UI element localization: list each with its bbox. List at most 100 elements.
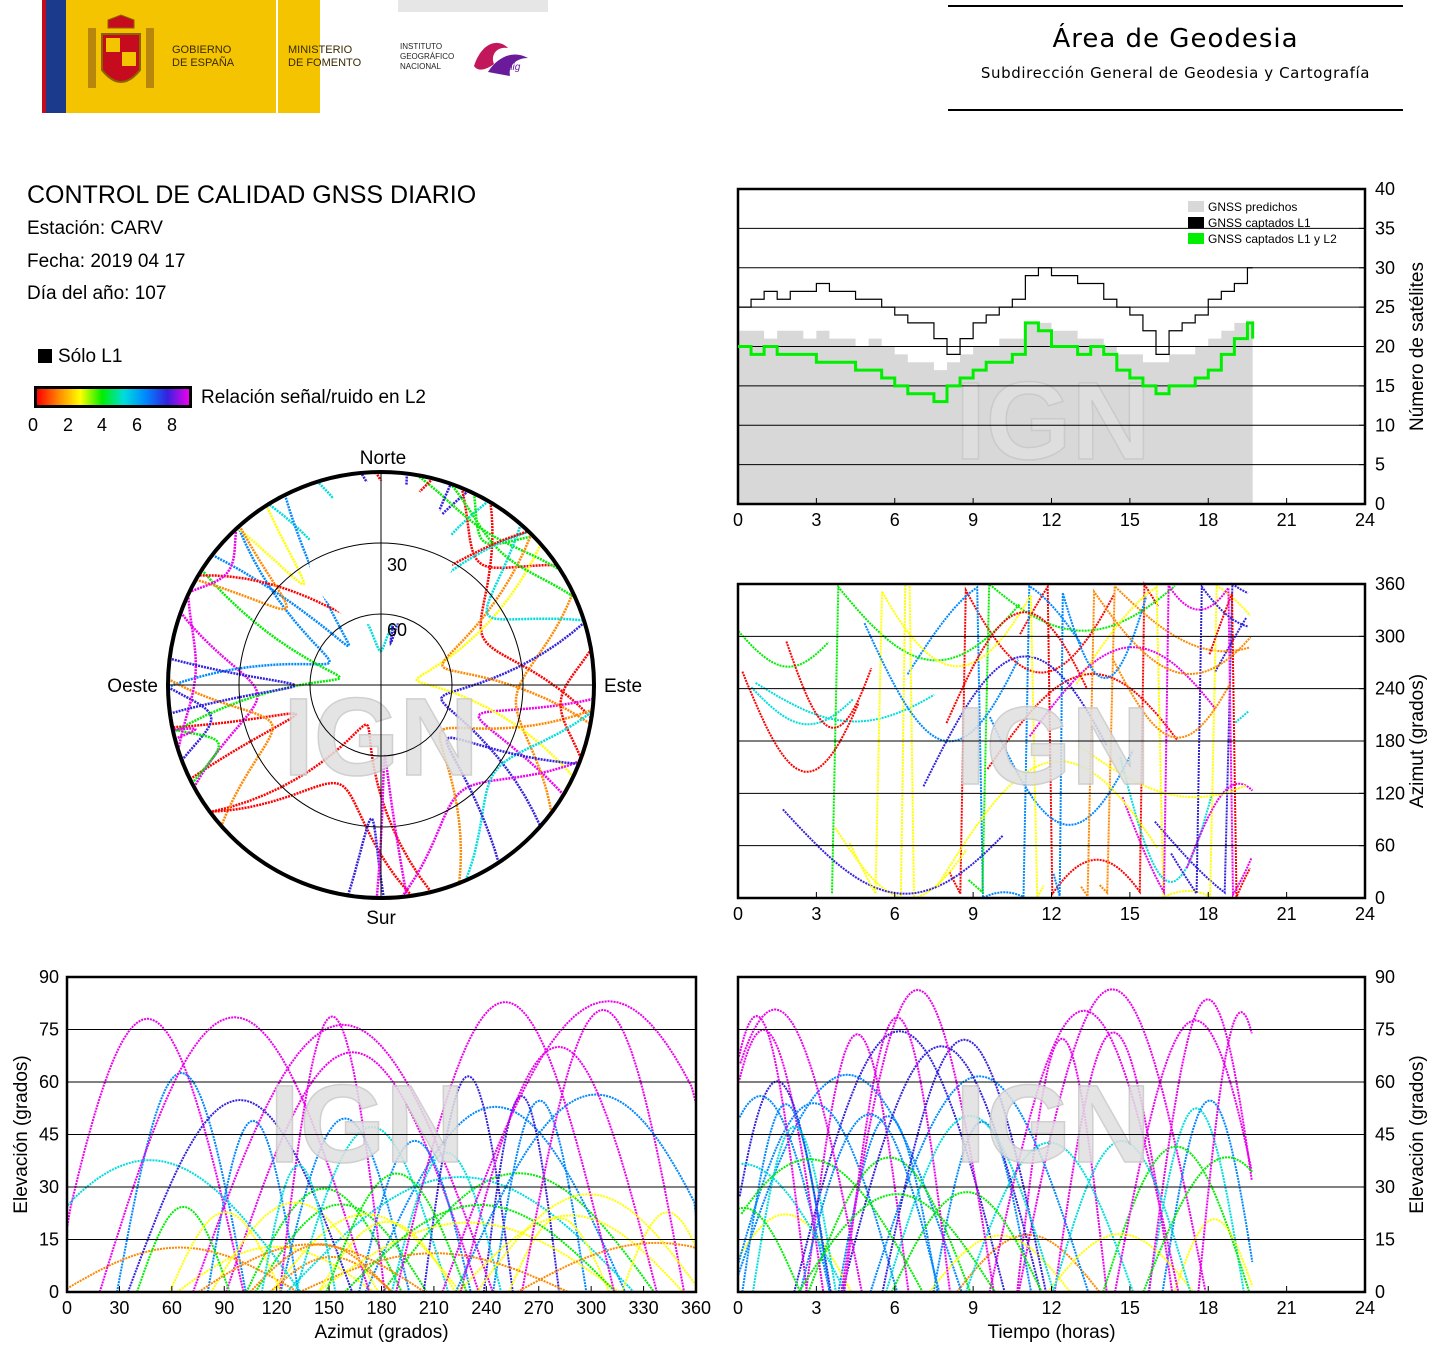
- x-tick-label: 6: [890, 510, 900, 530]
- snr-tick-4: 4: [97, 415, 108, 435]
- satellite-track: [1102, 1145, 1251, 1293]
- report-title: CONTROL DE CALIDAD GNSS DIARIO: [27, 181, 477, 209]
- x-tick-label: 9: [968, 904, 978, 924]
- satellite-track: [459, 1045, 658, 1293]
- satellite-track: [195, 525, 289, 611]
- y-tick-label: 90: [39, 967, 59, 987]
- snr-tick-0: 0: [28, 415, 39, 435]
- x-tick-label: 360: [681, 1298, 711, 1318]
- y-tick-label: 45: [39, 1125, 59, 1145]
- y-tick-label: 15: [1375, 1230, 1395, 1250]
- satellite-track: [988, 716, 1134, 826]
- x-tick-label: 12: [1041, 1298, 1061, 1318]
- chart-legend: GNSS predichos GNSS captados L1 GNSS capta…: [1188, 200, 1337, 246]
- satellite-track: [316, 1221, 620, 1293]
- x-tick-label: 150: [314, 1298, 344, 1318]
- satellite-track: [1111, 657, 1232, 739]
- satellite-track: [127, 1098, 354, 1293]
- y-tick-label: 10: [1375, 415, 1395, 435]
- satellite-track: [1046, 1233, 1194, 1293]
- x-tick-label: 12: [1041, 510, 1061, 530]
- y-axis-label: Elevación (grados): [11, 1055, 32, 1213]
- inst-line1: INSTITUTO: [400, 42, 443, 51]
- satellite-track: [176, 1245, 375, 1293]
- x-tick-label: 270: [524, 1298, 554, 1318]
- x-tick-label: 300: [576, 1298, 606, 1318]
- satellite-track: [136, 1205, 231, 1293]
- satellite-track: [485, 523, 585, 622]
- satellite-track: [620, 1211, 697, 1293]
- legend-swatch: [1188, 201, 1204, 212]
- satellite-track: [209, 723, 433, 893]
- gov-line1: GOBIERNO: [172, 44, 232, 56]
- x-tick-label: 120: [262, 1298, 292, 1318]
- gov-line2: DE ESPAÑA: [172, 57, 235, 69]
- ministry-text: MINISTERIO DE FOMENTO: [288, 44, 361, 70]
- plot-frame: 0 15 30 45 60 75 90 0 3 6 9 12 15 18 21 24 Elevación (gr…: [733, 967, 1428, 1343]
- satellite-track: [346, 817, 385, 899]
- y-tick-label: 300: [1375, 626, 1405, 646]
- x-tick-label: 60: [162, 1298, 182, 1318]
- satellite-track: [837, 1115, 939, 1293]
- satellite-track: [807, 1156, 972, 1293]
- satellite-track: [1052, 592, 1148, 897]
- legend-entry: GNSS captados L1 y L2: [1208, 232, 1337, 246]
- satellite-track: [1214, 616, 1248, 673]
- satellite-track: [737, 630, 830, 668]
- y-tick-label: 20: [1375, 337, 1395, 357]
- x-tick-label: 21: [1277, 904, 1297, 924]
- plot-border: [736, 582, 1367, 900]
- eu-stars-band: [46, 0, 66, 113]
- satellite-track: [98, 1016, 371, 1293]
- satellite-track: [956, 1233, 1101, 1293]
- satellite-track: [507, 1216, 611, 1293]
- x-tick-label: 24: [1355, 904, 1375, 924]
- satellite-track: [1234, 710, 1250, 724]
- inst-line3: NACIONAL: [400, 62, 441, 71]
- satellite-track: [440, 621, 586, 827]
- satellite-track: [932, 1120, 1033, 1293]
- satellite-count-chart: IGN 0 5 10 15 20 25 30 35 40 0 3 6 9 12 15 18 21 24 Número …: [733, 179, 1428, 530]
- azimuth-tracks: [737, 581, 1254, 902]
- satellite-track: [782, 808, 1004, 895]
- satellite-track: [441, 1000, 697, 1293]
- satellite-track: [1148, 998, 1253, 1293]
- satellite-track: [750, 686, 855, 726]
- satellite-track: [1052, 1139, 1192, 1293]
- ign-watermark: IGN: [269, 1063, 465, 1186]
- x-tick-label: 21: [1277, 510, 1297, 530]
- ring-label-30: 30: [387, 555, 407, 575]
- satellite-track: [325, 1172, 468, 1293]
- satellite-track: [206, 1119, 300, 1293]
- satellite-track: [476, 1193, 697, 1293]
- header-logos: GOBIERNO DE ESPAÑA MINISTERIO DE FOMENTO…: [42, 0, 548, 113]
- satellite-track: [1208, 593, 1251, 898]
- satellite-track: [172, 728, 221, 785]
- satellite-track: [948, 586, 1116, 895]
- legend-swatch: [1188, 217, 1204, 228]
- satellite-track: [841, 1045, 1042, 1293]
- satellite-track: [863, 622, 1019, 743]
- satellite-track: [741, 671, 860, 773]
- x-tick-label: 0: [62, 1298, 72, 1318]
- x-tick-label: 0: [733, 1298, 743, 1318]
- satellite-track: [885, 1114, 1055, 1293]
- doy-label: Día del año: 107: [27, 283, 167, 304]
- satellite-track: [66, 1246, 299, 1293]
- satellite-track: [249, 1243, 393, 1293]
- station-label: Estación: CARV: [27, 218, 163, 239]
- satellite-track: [738, 1014, 808, 1293]
- ministry-divider: [276, 0, 278, 113]
- x-axis-label: Azimut (grados): [314, 1322, 448, 1343]
- x-axis-label: Tiempo (horas): [987, 1322, 1115, 1343]
- satellite-track: [172, 712, 298, 781]
- satellite-track: [172, 568, 342, 734]
- satellite-track: [741, 1162, 847, 1293]
- label-south: Sur: [366, 908, 396, 929]
- satellite-track: [1147, 1107, 1245, 1293]
- satellite-track: [364, 1105, 627, 1293]
- satellite-track: [1098, 583, 1251, 896]
- satellite-track: [793, 1030, 1006, 1293]
- x-tick-label: 30: [109, 1298, 129, 1318]
- y-tick-label: 0: [1375, 888, 1385, 908]
